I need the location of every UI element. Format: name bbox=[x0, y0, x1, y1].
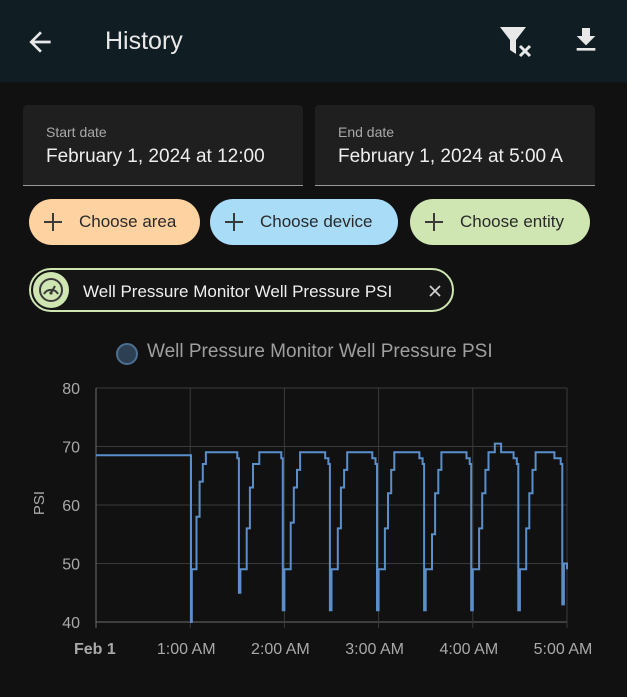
clear-filter-icon[interactable] bbox=[497, 24, 537, 60]
choose-entity-label: Choose entity bbox=[460, 212, 564, 231]
y-tick-label: 70 bbox=[62, 440, 80, 457]
pressure-history-chart: PSI 40 50 60 70 80 Feb 1 1:00 AM 2:00 AM 3:00 A… bbox=[31, 381, 592, 658]
x-tick-label: 2:00 AM bbox=[251, 641, 310, 658]
choose-device-button[interactable]: Choose device bbox=[210, 199, 398, 245]
x-tick-label: 1:00 AM bbox=[157, 641, 216, 658]
x-tick-label: 5:00 AM bbox=[534, 641, 593, 658]
series-line bbox=[96, 442, 568, 623]
plus-icon bbox=[425, 213, 443, 231]
legend-label: Well Pressure Monitor Well Pressure PSI bbox=[147, 341, 493, 362]
y-tick-label: 50 bbox=[62, 557, 80, 574]
y-axis-label: PSI bbox=[31, 491, 48, 515]
legend-swatch bbox=[116, 343, 138, 365]
choose-area-label: Choose area bbox=[79, 212, 177, 231]
y-tick-label: 40 bbox=[62, 615, 80, 632]
plus-icon bbox=[44, 213, 62, 231]
y-tick-label: 80 bbox=[62, 381, 80, 398]
end-date-value: February 1, 2024 at 5:00 A bbox=[338, 146, 563, 167]
x-tick-label: Feb 1 bbox=[74, 641, 116, 658]
choose-area-button[interactable]: Choose area bbox=[29, 199, 200, 245]
x-tick-label: 4:00 AM bbox=[439, 641, 498, 658]
gauge-icon bbox=[39, 278, 63, 302]
start-date-value: February 1, 2024 at 12:00 bbox=[46, 146, 265, 167]
x-tick-label: 3:00 AM bbox=[345, 641, 404, 658]
end-date-label: End date bbox=[338, 124, 395, 140]
entity-avatar bbox=[33, 272, 69, 308]
app-bar: History bbox=[0, 0, 627, 82]
back-arrow-icon[interactable] bbox=[24, 26, 56, 58]
remove-entity-icon[interactable] bbox=[427, 283, 443, 299]
start-date-field[interactable]: Start date February 1, 2024 at 12:00 bbox=[23, 105, 303, 186]
start-date-label: Start date bbox=[46, 124, 107, 140]
y-axis-ticks: 40 50 60 70 80 bbox=[62, 381, 80, 632]
plus-icon bbox=[225, 213, 243, 231]
choose-entity-button[interactable]: Choose entity bbox=[410, 199, 590, 245]
choose-device-label: Choose device bbox=[260, 212, 373, 231]
selected-entity-chip[interactable]: Well Pressure Monitor Well Pressure PSI bbox=[29, 268, 454, 312]
selected-entity-name: Well Pressure Monitor Well Pressure PSI bbox=[83, 282, 393, 301]
x-axis-ticks: Feb 1 1:00 AM 2:00 AM 3:00 AM 4:00 AM 5:00 AM bbox=[74, 641, 592, 658]
page-title: History bbox=[105, 27, 183, 55]
end-date-field[interactable]: End date February 1, 2024 at 5:00 A bbox=[315, 105, 595, 186]
y-tick-label: 60 bbox=[62, 498, 80, 515]
download-icon[interactable] bbox=[570, 24, 602, 56]
